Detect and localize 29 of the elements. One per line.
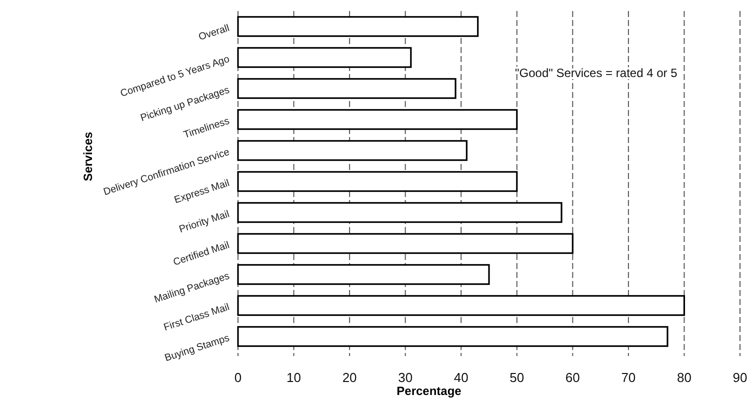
y-tick-label: First Class Mail [162,302,231,334]
bar [237,47,412,68]
x-tick-label: 10 [286,370,302,385]
bar [237,78,456,99]
x-tick-label: 0 [234,370,242,385]
bar [237,264,490,285]
bar [237,295,686,316]
bar [237,109,518,130]
x-tick-label: 60 [565,370,580,385]
x-axis-title: Percentage [396,384,462,398]
bar [237,140,468,161]
y-tick-label: Overall [197,22,231,44]
x-tick-label: 40 [454,370,468,385]
x-tick-label: 30 [398,370,413,385]
bar [237,171,518,192]
x-tick-label: 50 [510,370,524,385]
bar [237,16,479,37]
x-tick-label: 90 [732,370,748,385]
y-axis-title: Services [81,131,95,182]
y-tick-label: Express Mail [173,178,231,206]
x-tick-label: 80 [676,370,692,385]
bar [237,202,562,223]
bar [237,326,668,347]
y-tick-label: Buying Stamps [164,332,231,364]
x-tick-label: 70 [621,370,636,385]
y-tick-label: Priority Mail [178,208,231,236]
bar [237,233,574,254]
annotation: "Good" Services = rated 4 or 5 [515,66,678,80]
x-tick-label: 20 [342,370,357,385]
